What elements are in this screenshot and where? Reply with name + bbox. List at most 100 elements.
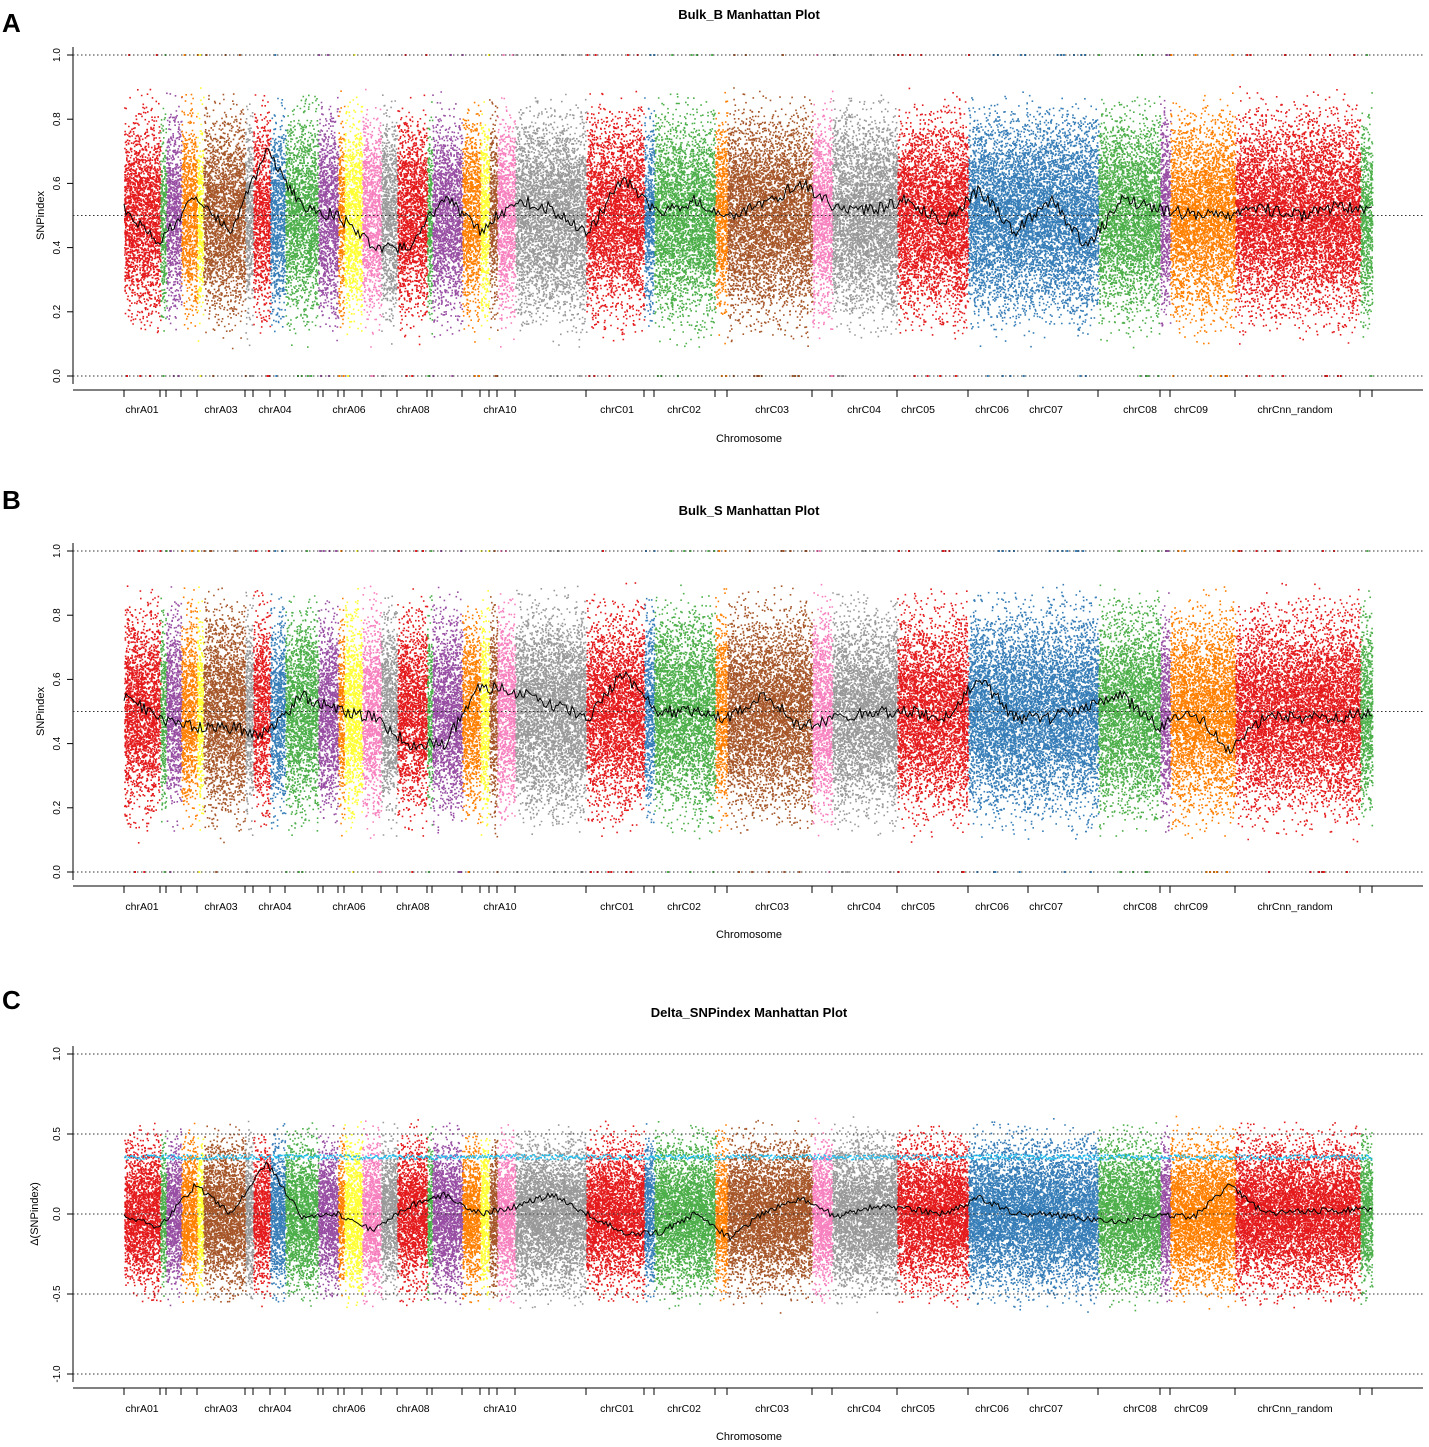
chromosome-label: chrA04 bbox=[258, 901, 291, 913]
chromosome-label: chrA03 bbox=[204, 404, 237, 416]
snp-block bbox=[427, 595, 434, 826]
snp-block bbox=[245, 591, 255, 836]
snp-block bbox=[270, 97, 287, 333]
y-tick-label: 0.6 bbox=[52, 176, 63, 190]
snp-block bbox=[727, 585, 814, 834]
chromosome-label: chrC08 bbox=[1123, 1403, 1157, 1415]
snp-block bbox=[270, 1123, 287, 1303]
snp-block bbox=[832, 1116, 899, 1314]
snp-block bbox=[644, 597, 656, 824]
snp-block bbox=[166, 586, 183, 832]
snp-block bbox=[1160, 592, 1172, 833]
snp-block bbox=[968, 91, 1030, 348]
y-tick-label: 0.5 bbox=[52, 1127, 63, 1141]
panel-letter: B bbox=[2, 485, 21, 515]
chromosome-label: chrC01 bbox=[600, 901, 634, 913]
chromosome-label: chrC03 bbox=[755, 404, 789, 416]
chromosome-label: chrC08 bbox=[1123, 901, 1157, 913]
sliding-mean-line bbox=[123, 1161, 1373, 1242]
chromosome-label: chrA06 bbox=[332, 901, 365, 913]
snp-block bbox=[489, 1139, 499, 1299]
chromosome-label: chrA04 bbox=[258, 404, 291, 416]
y-tick-label: 0.6 bbox=[52, 672, 63, 686]
snp-block bbox=[338, 90, 346, 329]
snp-block bbox=[181, 93, 199, 330]
snp-block bbox=[381, 1121, 399, 1301]
chromosome-label: chrC06 bbox=[975, 404, 1009, 416]
snp-block bbox=[586, 582, 646, 837]
snp-block bbox=[1160, 99, 1172, 327]
y-tick-label: 1.0 bbox=[52, 1047, 63, 1061]
snp-block bbox=[397, 588, 429, 837]
y-tick-label: -0.5 bbox=[52, 1285, 63, 1303]
snp-block bbox=[497, 97, 517, 348]
snp-block bbox=[166, 1128, 183, 1307]
snp-block bbox=[1360, 590, 1374, 827]
snp-block bbox=[480, 101, 491, 340]
y-tick-label: 0.8 bbox=[52, 608, 63, 622]
panel-letter: A bbox=[2, 8, 21, 38]
chromosome-label: chrCnn_random bbox=[1257, 1403, 1333, 1415]
chromosome-label: chrC03 bbox=[755, 901, 789, 913]
chromosome-label: chrA01 bbox=[125, 1403, 158, 1415]
snp-block bbox=[497, 1124, 517, 1304]
snp-block bbox=[1170, 92, 1237, 345]
snp-block bbox=[203, 1123, 247, 1303]
chromosome-label: chrC07 bbox=[1029, 901, 1063, 913]
snp-block bbox=[586, 1120, 646, 1303]
chromosome-label: chrC04 bbox=[847, 404, 881, 416]
snp-block bbox=[1170, 1115, 1237, 1310]
snp-block bbox=[968, 591, 1030, 840]
chromosome-label: chrC08 bbox=[1123, 404, 1157, 416]
snp-block bbox=[318, 1135, 325, 1296]
snp-block bbox=[181, 587, 199, 830]
snp-block bbox=[160, 597, 168, 823]
snp-block bbox=[1360, 1128, 1374, 1305]
panel-letter: C bbox=[2, 985, 21, 1015]
snp-block bbox=[338, 1127, 346, 1297]
snp-block bbox=[124, 585, 162, 844]
snp-block bbox=[489, 596, 499, 838]
y-axis-label: SNPindex bbox=[35, 191, 47, 240]
sliding-mean-line bbox=[123, 670, 1373, 755]
chromosome-label: chrC07 bbox=[1029, 404, 1063, 416]
snp-block bbox=[1170, 586, 1237, 839]
snp-block bbox=[381, 94, 399, 345]
snp-block bbox=[362, 1120, 383, 1308]
snp-block bbox=[897, 87, 970, 340]
chromosome-label: chrA03 bbox=[204, 901, 237, 913]
snp-block bbox=[362, 585, 383, 839]
chromosome-label: chrC06 bbox=[975, 1403, 1009, 1415]
panel-a: A Bulk_B Manhattan Plot 0.0 0.2 0.4 0.6 0.8 1.0… bbox=[2, 7, 1423, 445]
snp-block bbox=[812, 1117, 834, 1304]
y-axis-label: Δ(SNPindex) bbox=[29, 1182, 41, 1246]
snp-block bbox=[462, 101, 482, 343]
snp-edge-points bbox=[254, 550, 270, 552]
y-tick-label: 0.2 bbox=[52, 304, 63, 318]
snp-block bbox=[432, 586, 464, 834]
snp-edge-points bbox=[718, 550, 727, 552]
chromosome-label: chrC09 bbox=[1174, 404, 1208, 416]
chromosome-label: chrC03 bbox=[755, 1403, 789, 1415]
chromosome-label: chrC02 bbox=[667, 901, 701, 913]
snp-block bbox=[515, 1124, 588, 1309]
snp-block bbox=[203, 587, 247, 844]
snp-block bbox=[654, 93, 717, 348]
snp-block bbox=[427, 101, 434, 335]
snp-block bbox=[432, 91, 464, 338]
chromosome-label: chrA08 bbox=[396, 1403, 429, 1415]
snp-block bbox=[1360, 92, 1374, 338]
snp-block bbox=[323, 96, 340, 342]
snp-block bbox=[197, 1137, 205, 1294]
x-axis-label: Chromosome bbox=[716, 1431, 782, 1443]
snp-block bbox=[1028, 94, 1100, 348]
snp-block bbox=[338, 597, 346, 837]
snp-block bbox=[197, 87, 205, 342]
y-tick-label: 0.8 bbox=[52, 112, 63, 126]
snp-block bbox=[318, 609, 325, 819]
chart-title: Bulk_B Manhattan Plot bbox=[678, 7, 820, 22]
snp-block bbox=[832, 94, 899, 339]
chromosome-label: chrA08 bbox=[396, 404, 429, 416]
chromosome-label: chrC07 bbox=[1029, 1403, 1063, 1415]
chromosome-label: chrA08 bbox=[396, 901, 429, 913]
